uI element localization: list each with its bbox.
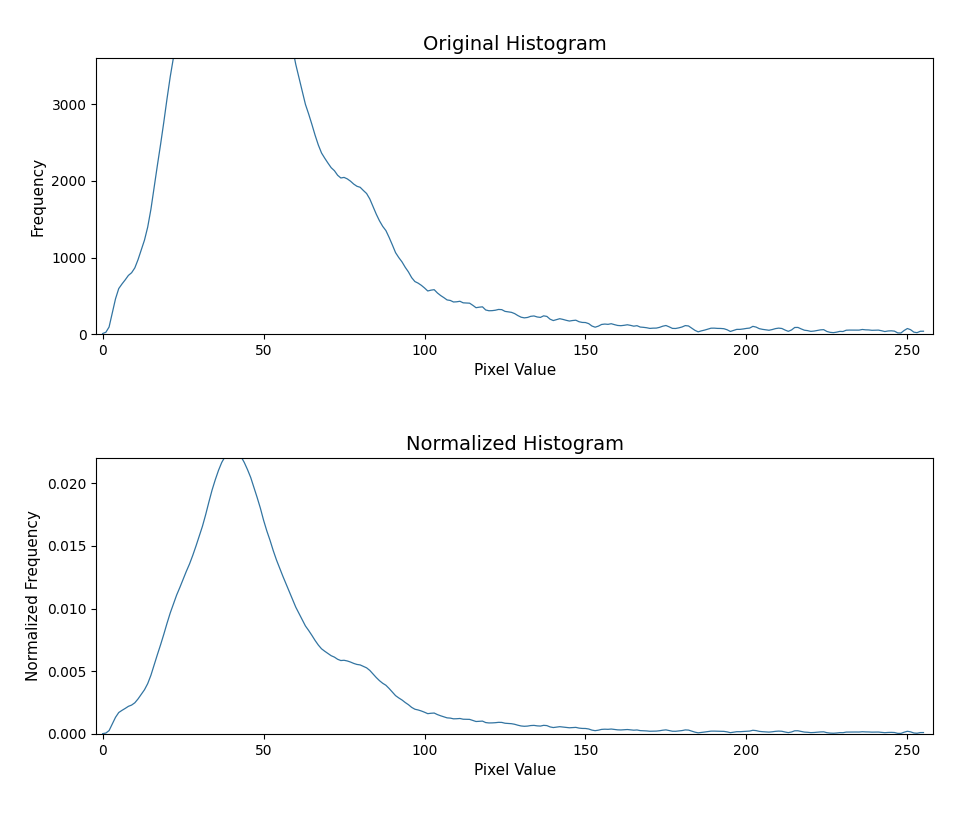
X-axis label: Pixel Value: Pixel Value [473,364,555,379]
Title: Original Histogram: Original Histogram [422,35,606,54]
Y-axis label: Frequency: Frequency [31,157,46,236]
X-axis label: Pixel Value: Pixel Value [473,763,555,778]
Y-axis label: Normalized Frequency: Normalized Frequency [26,510,41,681]
Title: Normalized Histogram: Normalized Histogram [406,435,623,454]
